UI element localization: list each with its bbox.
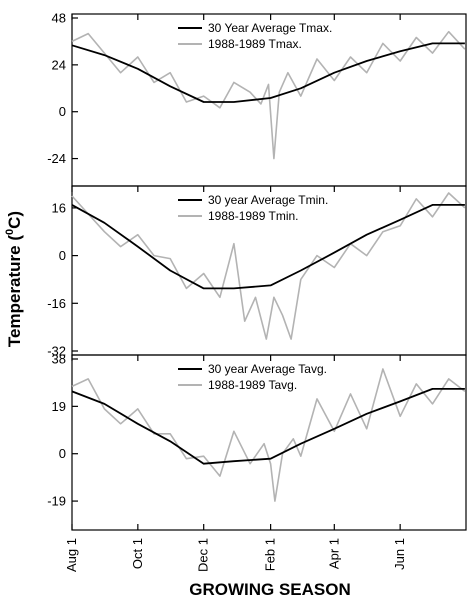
x-tick-label: Oct 1 [130, 538, 145, 569]
x-tick-label: Apr 1 [326, 538, 341, 569]
panels-group: 48 24 0 -24 30 Year Average Tmax. 1988-1989 T… [47, 11, 467, 531]
legend-label: 30 Year Average Tmax. [208, 21, 332, 35]
panel-2: 16 0 -16 -32 30 year Average Tmin. 1988-1989 … [47, 185, 467, 359]
series-line-observed [71, 368, 466, 502]
panel-3: 38 19 0 -19 30 year Average Tavg. 1988-1989 T… [47, 352, 467, 531]
legend: 30 year Average Tmin. 1988-1989 Tmin. [178, 193, 328, 223]
x-tick-label: Jun 1 [392, 538, 407, 570]
panel-frame [71, 354, 467, 531]
x-axis-ticks: Aug 1 Oct 1 Dec 1 Feb 1 Apr 1 Jun 1 [64, 524, 407, 572]
legend-label: 1988-1989 Tmax. [208, 37, 302, 51]
series-line-average [71, 387, 465, 465]
y-tick-label: 24 [52, 57, 66, 72]
series-line-average [71, 203, 465, 290]
x-tick-label: Aug 1 [64, 538, 79, 572]
y-tick-label: 16 [52, 200, 66, 215]
y-tick-label: 38 [52, 352, 66, 367]
legend-label: 1988-1989 Tmin. [208, 209, 299, 223]
y-tick-label: 48 [52, 11, 66, 26]
x-axis-label: GROWING SEASON [189, 580, 351, 599]
y-tick-label: -24 [47, 151, 66, 166]
panel-1: 48 24 0 -24 30 Year Average Tmax. 1988-1989 T… [47, 11, 467, 187]
y-tick-label: 0 [59, 446, 66, 461]
x-tick-label: Dec 1 [196, 538, 211, 572]
y-tick-label: -16 [47, 296, 66, 311]
y-tick-label: -19 [47, 494, 66, 509]
y-tick-label: 0 [59, 248, 66, 263]
series-line-observed [71, 192, 466, 340]
y-tick-label: 0 [59, 104, 66, 119]
y-axis-label: Temperature (0C) [4, 211, 24, 347]
series-line-average [71, 42, 465, 103]
legend: 30 year Average Tavg. 1988-1989 Tavg. [178, 362, 327, 392]
x-tick-label: Feb 1 [263, 538, 278, 571]
series-line-observed [71, 30, 466, 160]
legend-label: 1988-1989 Tavg. [208, 378, 297, 392]
y-tick-label: -32 [47, 344, 66, 359]
y-tick-label: 19 [52, 399, 66, 414]
legend-label: 30 year Average Tavg. [208, 362, 327, 376]
legend: 30 Year Average Tmax. 1988-1989 Tmax. [178, 21, 332, 51]
legend-label: 30 year Average Tmin. [208, 193, 328, 207]
